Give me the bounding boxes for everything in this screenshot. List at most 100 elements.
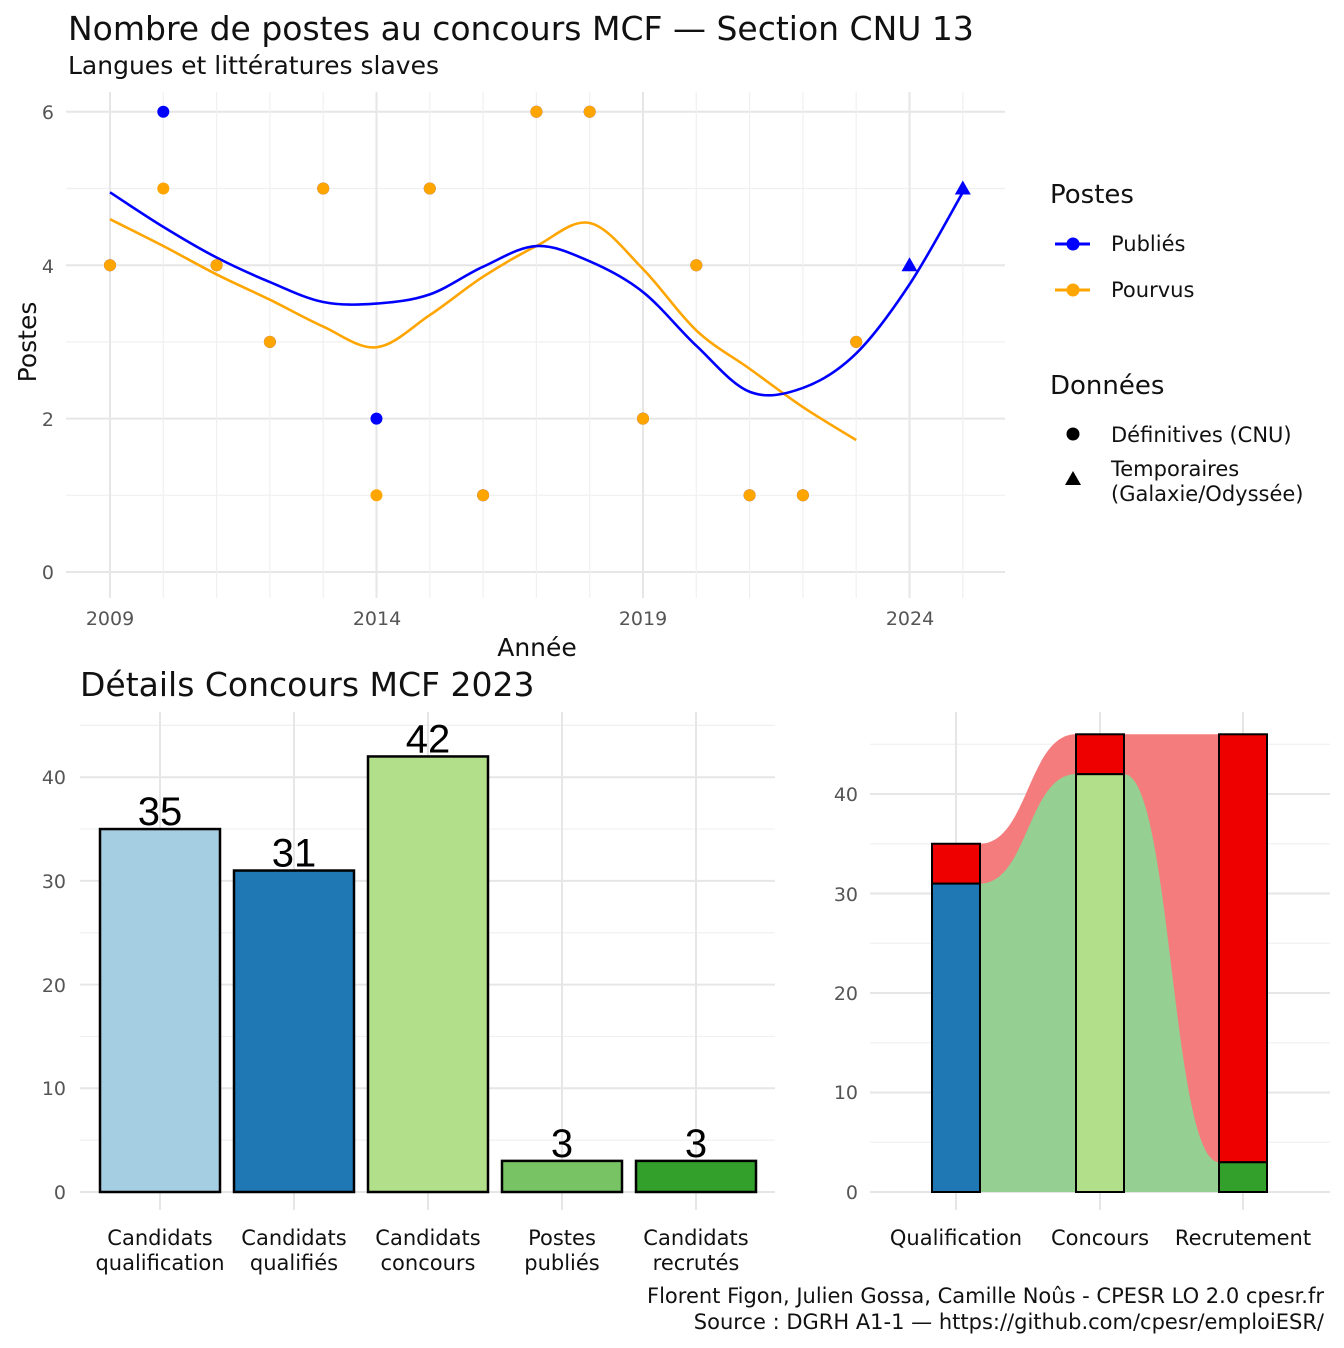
bar-value-label: 3 xyxy=(685,1122,707,1166)
smooth-line-publies xyxy=(109,191,964,397)
data-point xyxy=(637,412,649,425)
x-axis-title: Année xyxy=(497,633,577,662)
legend-key-pourvus xyxy=(1055,283,1090,297)
data-point xyxy=(157,182,170,195)
data-point-triangle xyxy=(901,257,918,272)
bar-value-label: 3 xyxy=(551,1122,573,1166)
legend-triangle-icon xyxy=(1065,471,1081,485)
stacked-bar-upper xyxy=(1218,733,1268,1164)
stacked-bar-lower xyxy=(931,882,981,1193)
data-point xyxy=(317,182,330,195)
x-tick-label: recrutés xyxy=(653,1251,740,1275)
x-tick-label: 2009 xyxy=(86,608,134,630)
data-point xyxy=(477,489,490,502)
top-x-ticks: 2009 2014 2019 2024 xyxy=(86,608,934,630)
y-tick-label: 40 xyxy=(834,784,858,806)
data-point xyxy=(690,259,703,272)
x-tick-label: Candidats xyxy=(107,1226,212,1250)
bar-value-label: 31 xyxy=(272,832,317,876)
flow-y-ticks: 0 10 20 30 40 xyxy=(834,784,858,1204)
x-tick-label: 2024 xyxy=(886,608,934,630)
x-tick-label: concours xyxy=(381,1251,476,1275)
data-point xyxy=(583,105,596,118)
x-tick-label: qualifiés xyxy=(250,1251,338,1275)
legend-label-definitives: Définitives (CNU) xyxy=(1111,423,1292,447)
y-tick-label: 30 xyxy=(834,884,858,906)
y-axis-title: Postes xyxy=(13,302,42,383)
y-tick-label: 4 xyxy=(42,256,54,278)
x-tick-label: Recrutement xyxy=(1175,1226,1311,1250)
x-tick-label: Concours xyxy=(1051,1226,1149,1250)
y-tick-label: 0 xyxy=(42,562,54,584)
bar xyxy=(500,1159,624,1194)
bar xyxy=(232,869,356,1194)
x-tick-label: 2019 xyxy=(619,608,667,630)
x-tick-label: Candidats xyxy=(241,1226,346,1250)
bar-chart-title: Détails Concours MCF 2023 xyxy=(80,665,535,704)
x-tick-label: Qualification xyxy=(890,1226,1022,1250)
flow-bars xyxy=(931,733,1268,1194)
data-point xyxy=(530,105,543,118)
top-points xyxy=(104,105,971,502)
y-tick-label: 10 xyxy=(834,1082,858,1104)
flow-chart: 0 10 20 30 40 Qualification Concours Rec… xyxy=(834,712,1330,1250)
y-tick-label: 30 xyxy=(42,871,66,893)
x-tick-label: publiés xyxy=(524,1251,600,1275)
legend-key-publies xyxy=(1055,237,1090,251)
legend-title-postes: Postes xyxy=(1050,180,1134,210)
caption-line-2: Source : DGRH A1-1 — https://github.com/… xyxy=(694,1310,1325,1334)
y-tick-label: 2 xyxy=(42,409,54,431)
legend-label-pourvus: Pourvus xyxy=(1111,278,1194,302)
y-tick-label: 40 xyxy=(42,767,66,789)
stacked-bar-lower xyxy=(1075,773,1125,1193)
legend-dot-pourvus xyxy=(1066,283,1080,297)
stacked-bar-upper xyxy=(931,842,981,885)
top-y-ticks: 0 2 4 6 xyxy=(42,102,54,584)
data-point xyxy=(743,489,756,502)
legend-dot-publies xyxy=(1066,237,1080,251)
data-point xyxy=(370,489,383,502)
y-tick-label: 20 xyxy=(834,983,858,1005)
caption: Florent Figon, Julien Gossa, Camille Noû… xyxy=(647,1284,1325,1334)
data-point xyxy=(423,182,436,195)
bar-value-label: 42 xyxy=(406,717,451,761)
data-point xyxy=(370,412,383,425)
y-tick-label: 0 xyxy=(846,1182,858,1204)
legend-label-publies: Publiés xyxy=(1111,232,1185,256)
data-point xyxy=(210,259,223,272)
data-point xyxy=(157,105,170,118)
chart-subtitle: Langues et littératures slaves xyxy=(68,51,439,80)
data-point xyxy=(850,335,863,348)
data-point xyxy=(104,259,116,272)
bar xyxy=(366,755,490,1194)
x-tick-label: 2014 xyxy=(353,608,401,630)
y-tick-label: 6 xyxy=(42,102,54,124)
bars xyxy=(98,755,758,1194)
top-grid xyxy=(66,92,1005,598)
bar-chart: Détails Concours MCF 2023 35 31 42 3 3 0 10 … xyxy=(42,665,775,1275)
top-chart: Nombre de postes au concours MCF — Secti… xyxy=(13,9,1304,662)
x-tick-label: Candidats xyxy=(643,1226,748,1250)
bar-x-ticks: Candidats qualification Candidats qualif… xyxy=(95,1226,748,1275)
bar xyxy=(98,827,222,1194)
y-tick-label: 20 xyxy=(42,975,66,997)
data-point xyxy=(796,489,809,502)
caption-line-1: Florent Figon, Julien Gossa, Camille Noû… xyxy=(647,1284,1324,1308)
data-point-triangle xyxy=(954,180,971,195)
legend-title-donnees: Données xyxy=(1050,371,1164,401)
bar-y-ticks: 0 10 20 30 40 xyxy=(42,767,66,1204)
x-tick-label: qualification xyxy=(95,1251,224,1275)
stacked-bar-lower xyxy=(1218,1161,1268,1194)
x-tick-label: Postes xyxy=(528,1226,596,1250)
top-smooth-lines xyxy=(109,191,964,442)
x-tick-label: Candidats xyxy=(375,1226,480,1250)
legend-label-temporaires-line1: Temporaires xyxy=(1110,457,1239,481)
y-tick-label: 0 xyxy=(54,1182,66,1204)
chart-title: Nombre de postes au concours MCF — Secti… xyxy=(68,9,974,48)
stacked-bar-upper xyxy=(1075,733,1125,776)
smooth-line-pourvus xyxy=(109,218,857,442)
y-tick-label: 10 xyxy=(42,1078,66,1100)
data-point xyxy=(263,335,276,348)
flow-x-ticks: Qualification Concours Recrutement xyxy=(890,1226,1311,1250)
